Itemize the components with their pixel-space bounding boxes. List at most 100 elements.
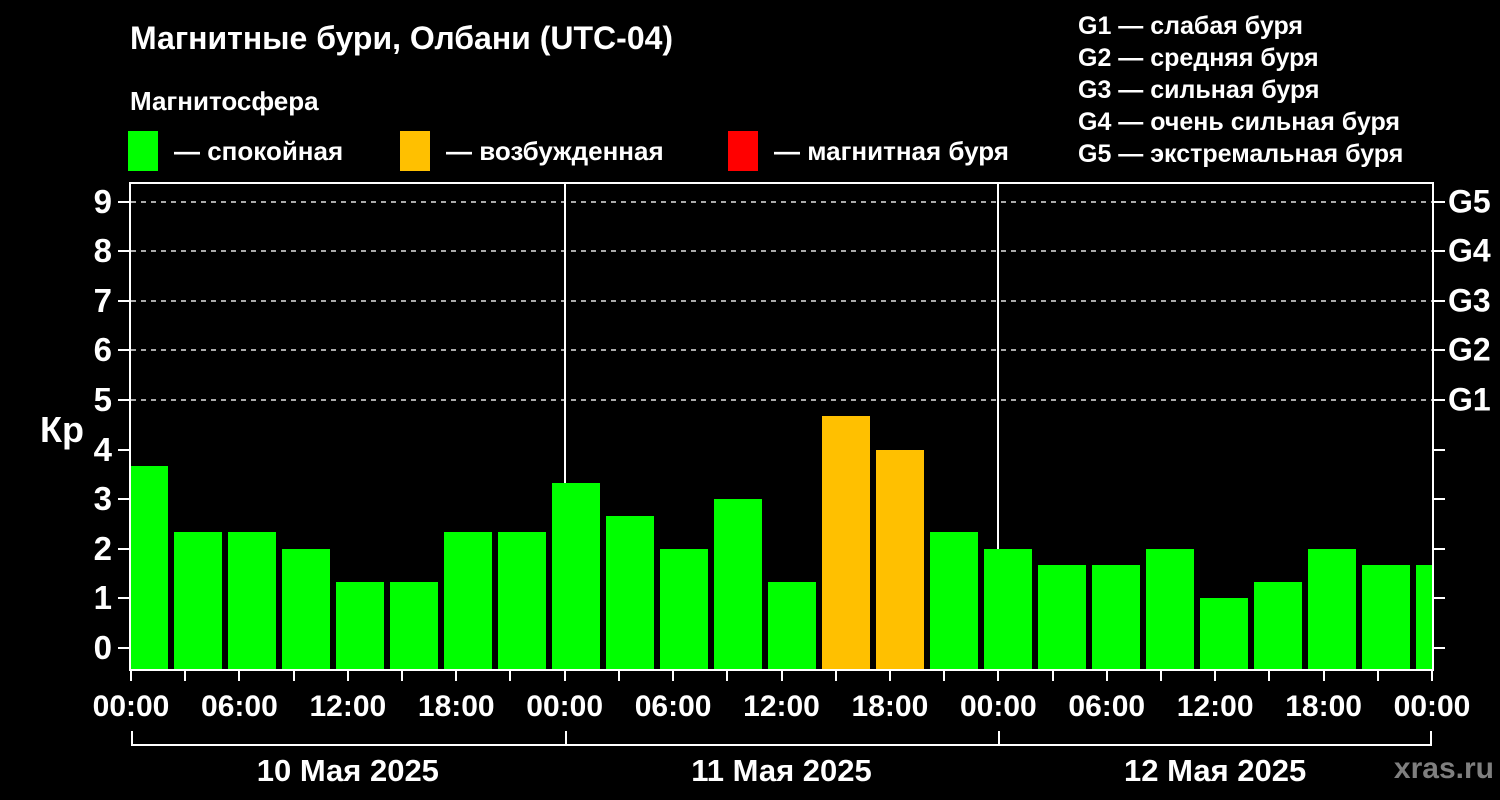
x-axis-tick-8	[563, 670, 566, 681]
y-axis-tick-left-8	[118, 250, 129, 253]
bar-2-kp-2.33	[228, 532, 276, 669]
x-axis-tick-18	[1105, 670, 1108, 681]
date-bracket-tick	[564, 731, 567, 746]
x-axis-time-label-12: 00:00	[1393, 690, 1471, 723]
legend-label-quiet: — спокойная	[174, 135, 344, 166]
x-axis-time-label-5: 06:00	[634, 690, 712, 723]
plot-area	[129, 182, 1434, 671]
legend-item-quiet: — спокойная	[128, 131, 343, 171]
gridline-kp-5	[131, 399, 1432, 401]
x-axis-tick-15	[943, 670, 946, 681]
bar-9-kp-2.67	[606, 515, 654, 669]
y-axis-tick-label-0: 0	[93, 629, 112, 666]
y-axis-tick-right-8	[1434, 250, 1445, 253]
date-label-1: 11 Мая 2025	[691, 753, 872, 788]
y-axis-tick-left-7	[118, 299, 129, 302]
x-axis-time-label-1: 06:00	[201, 690, 278, 723]
bar-20-kp-1	[1200, 598, 1248, 669]
x-axis-time-label-4: 00:00	[526, 690, 604, 723]
x-axis-time-label-11: 18:00	[1285, 690, 1362, 723]
y-axis-tick-left-9	[118, 200, 129, 203]
quiet-color-swatch	[128, 131, 158, 171]
g-scale-legend: G1 — слабая буря G2 — средняя буря G3 — …	[1078, 10, 1403, 170]
g-level-label-G4: G4	[1448, 232, 1491, 269]
y-axis-tick-left-3	[118, 498, 129, 501]
gridline-kp-9	[131, 200, 1432, 203]
bar-22-kp-2	[1308, 548, 1356, 669]
legend-item-excited: — возбужденная	[400, 131, 664, 171]
bar-21-kp-1.33	[1254, 582, 1302, 669]
bar-1-kp-2.33	[174, 532, 222, 669]
chart-subtitle: Магнитосфера	[130, 86, 319, 116]
bar-11-kp-3	[714, 499, 762, 669]
x-axis-tick-24	[1431, 670, 1433, 681]
y-axis-tick-left-6	[118, 349, 129, 352]
x-axis-time-label-0: 00:00	[92, 690, 170, 723]
bar-3-kp-2	[282, 548, 330, 669]
x-axis-time-label-9: 06:00	[1068, 690, 1146, 723]
x-axis-tick-5	[401, 670, 404, 681]
y-axis-tick-label-2: 2	[93, 529, 112, 567]
bar-13-kp-4.67	[822, 416, 870, 669]
bar-4-kp-1.33	[336, 582, 384, 669]
bar-16-kp-2	[984, 548, 1032, 669]
x-axis-time-label-8: 00:00	[959, 690, 1037, 723]
x-axis-tick-6	[455, 670, 458, 681]
x-axis-tick-16	[997, 670, 1000, 681]
g-scale-line-g4: G4 — очень сильная буря	[1078, 108, 1400, 136]
day-boundary-line	[997, 184, 1000, 669]
g-level-label-G1: G1	[1448, 381, 1491, 418]
bar-18-kp-1.67	[1092, 565, 1140, 669]
bar-19-kp-2	[1146, 548, 1194, 669]
legend-label-storm: — магнитная буря	[774, 135, 1009, 166]
y-axis-tick-left-1	[118, 597, 129, 600]
y-axis-tick-right-0	[1434, 647, 1445, 649]
y-axis-tick-label-6: 6	[93, 331, 112, 369]
y-axis-tick-label-4: 4	[93, 430, 112, 468]
date-bracket	[131, 744, 1431, 746]
g-level-label-G5: G5	[1448, 183, 1491, 220]
x-axis-tick-4	[346, 670, 349, 681]
g-scale-line-g1: G1 — слабая буря	[1078, 12, 1304, 40]
g-level-label-G2: G2	[1448, 331, 1491, 368]
y-axis-tick-left-0	[118, 647, 129, 649]
g-level-label-G3: G3	[1448, 282, 1491, 319]
y-axis-tick-label-8: 8	[93, 232, 112, 270]
storm-color-swatch	[728, 131, 758, 171]
bar-7-kp-2.33	[498, 532, 546, 669]
y-axis-tick-right-7	[1434, 299, 1445, 302]
y-axis-tick-left-5	[118, 399, 129, 401]
bar-0-kp-3.67	[131, 465, 168, 669]
x-axis-time-label-10: 12:00	[1176, 690, 1254, 723]
bar-14-kp-4	[876, 449, 924, 669]
bar-10-kp-2	[660, 548, 708, 669]
page-title: Магнитные бури, Олбани (UTC-04)	[130, 20, 674, 56]
x-axis-time-label-7: 18:00	[851, 690, 929, 723]
x-axis-tick-14	[888, 670, 891, 681]
y-axis-tick-label-5: 5	[93, 381, 112, 418]
x-axis-time-label-2: 12:00	[309, 690, 387, 723]
excited-color-swatch	[400, 131, 430, 171]
bar-24-kp-1.67	[1416, 565, 1432, 669]
bar-5-kp-1.33	[390, 582, 438, 669]
legend-label-excited: — возбужденная	[446, 135, 664, 166]
x-axis-tick-20	[1214, 670, 1217, 681]
x-axis-tick-0	[130, 670, 132, 681]
g-scale-line-g5: G5 — экстремальная буря	[1078, 140, 1404, 168]
g-scale-line-g2: G2 — средняя буря	[1078, 44, 1319, 72]
y-axis-tick-left-2	[118, 547, 129, 550]
date-bracket-tick	[131, 731, 133, 746]
y-axis-tick-label-7: 7	[93, 281, 112, 319]
bar-23-kp-1.67	[1362, 565, 1410, 669]
y-axis-tick-right-6	[1434, 349, 1445, 352]
watermark: xras.ru	[1393, 752, 1494, 785]
x-axis-time-label-6: 12:00	[743, 690, 820, 723]
legend-item-storm: — магнитная буря	[728, 131, 1009, 171]
y-axis-tick-label-9: 9	[93, 182, 112, 220]
date-label-2: 12 Мая 2025	[1124, 753, 1307, 788]
date-bracket-tick	[998, 731, 1001, 746]
gridline-kp-6	[131, 349, 1432, 352]
y-axis-tick-left-4	[118, 448, 129, 451]
g-scale-line-g3: G3 — сильная буря	[1078, 76, 1320, 104]
bar-12-kp-1.33	[768, 582, 816, 669]
